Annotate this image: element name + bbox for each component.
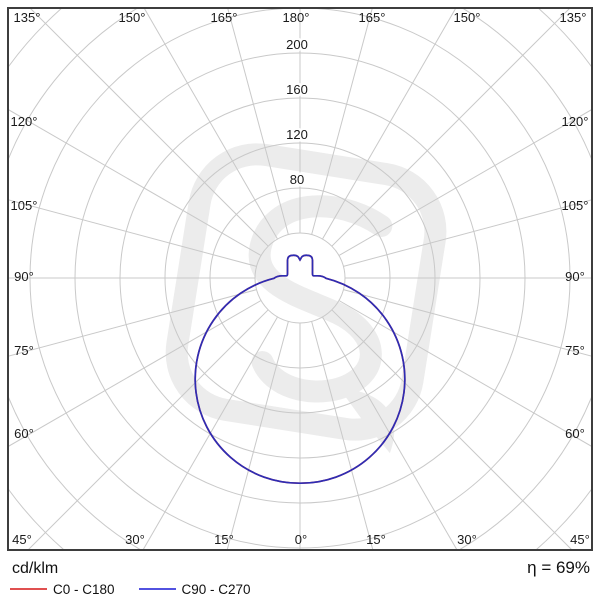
angle-label: 150° (454, 10, 481, 25)
angle-label: 120° (562, 114, 589, 129)
efficiency-value: η = 69% (527, 558, 590, 577)
angle-label: 105° (562, 198, 589, 213)
plot-border (7, 7, 593, 551)
angle-label: 105° (11, 198, 38, 213)
radial-tick-label: 200 (286, 37, 308, 52)
angle-label: 180° (283, 10, 310, 25)
curve-c90-c270 (194, 254, 406, 485)
angle-label: 120° (11, 114, 38, 129)
angle-label: 75° (14, 343, 34, 358)
chart-footer: cd/klm C0 - C180 C90 - C270 η = 69% (0, 556, 600, 600)
angle-label: 15° (366, 532, 386, 547)
angle-label: 135° (14, 10, 41, 25)
angle-label: 30° (125, 532, 145, 547)
angle-label: 0° (295, 532, 307, 547)
unit-label: cd/klm (12, 560, 59, 577)
radial-tick-label: 160 (286, 82, 308, 97)
angle-label: 30° (457, 532, 477, 547)
angle-label: 165° (359, 10, 386, 25)
legend-item-c0-c180: C0 - C180 (10, 582, 115, 597)
radial-tick-label: 120 (286, 127, 308, 142)
angle-label: 90° (14, 269, 34, 284)
angle-label: 60° (14, 426, 34, 441)
legend-label: C0 - C180 (53, 581, 115, 597)
angle-label: 165° (211, 10, 238, 25)
angle-label: 90° (565, 269, 585, 284)
legend-item-c90-c270: C90 - C270 (138, 581, 251, 597)
angle-label: 60° (565, 426, 585, 441)
angle-label: 75° (565, 343, 585, 358)
legend: C0 - C180 C90 - C270 (10, 581, 275, 597)
angle-label: 45° (570, 532, 590, 547)
legend-line-red (10, 588, 47, 590)
radial-tick-label: 80 (290, 172, 304, 187)
angle-label: 135° (560, 10, 587, 25)
legend-label: C90 - C270 (181, 581, 251, 597)
angle-label: 150° (119, 10, 146, 25)
angle-label: 15° (214, 532, 234, 547)
angle-label: 45° (12, 532, 32, 547)
legend-line-blue (138, 588, 176, 590)
